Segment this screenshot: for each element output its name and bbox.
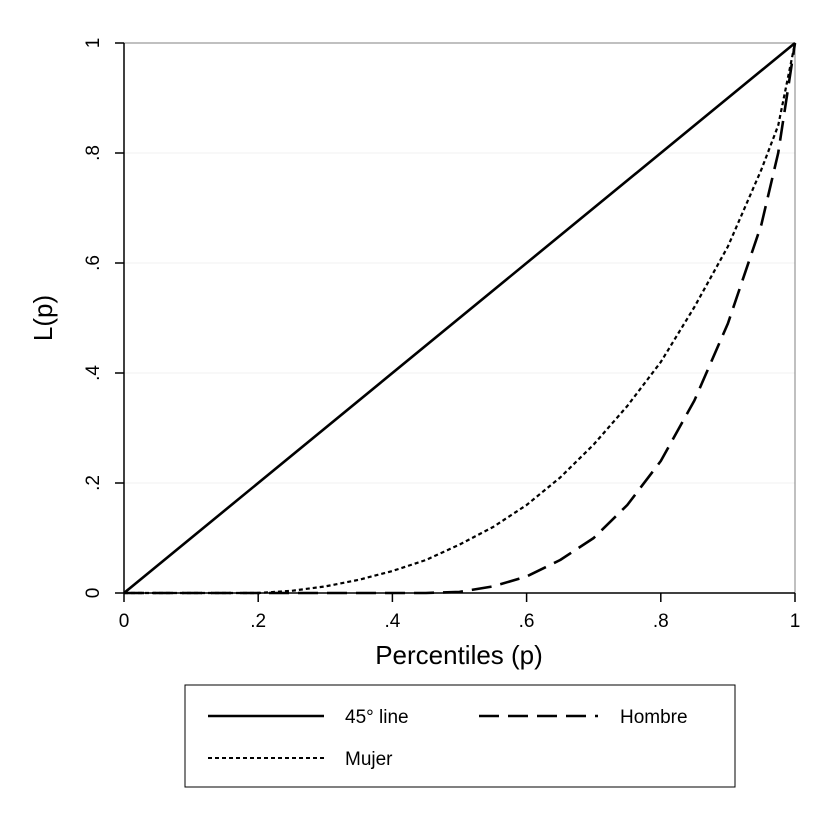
x-tick-label-5: 1: [790, 611, 801, 632]
x-axis-ticks: 0 .2 .4 .6 .8 1: [119, 593, 801, 632]
series-line-mujer: [124, 42, 797, 595]
y-tick-label-0: 0: [83, 588, 104, 599]
y-axis-title: L(p): [28, 295, 58, 341]
y-tick-label-5: 1: [83, 38, 104, 49]
x-axis-title: Percentiles (p): [375, 640, 543, 670]
legend-box: [184, 684, 736, 788]
legend-label-45-line: 45° line: [345, 707, 409, 728]
legend: 45° line Hombre Mujer: [184, 684, 736, 788]
legend-label-hombre: Hombre: [620, 707, 688, 728]
legend-label-mujer: Mujer: [345, 749, 393, 770]
axes: [123, 43, 795, 594]
series-line-45-line: [123, 41, 796, 595]
y-tick-label-2: .4: [83, 365, 104, 381]
series-lines: [123, 41, 797, 595]
y-tick-label-1: .2: [83, 475, 104, 491]
x-tick-label-2: .4: [384, 611, 400, 632]
y-axis-ticks: 0 .2 .4 .6 .8 1: [83, 38, 124, 599]
x-tick-label-1: .2: [250, 611, 266, 632]
x-tick-label-3: .6: [519, 611, 535, 632]
series-line-hombre: [124, 42, 797, 595]
y-tick-label-4: .8: [83, 145, 104, 161]
x-tick-label-0: 0: [119, 611, 130, 632]
gridlines: [124, 152, 795, 484]
x-tick-label-4: .8: [653, 611, 669, 632]
y-tick-label-3: .6: [83, 255, 104, 271]
